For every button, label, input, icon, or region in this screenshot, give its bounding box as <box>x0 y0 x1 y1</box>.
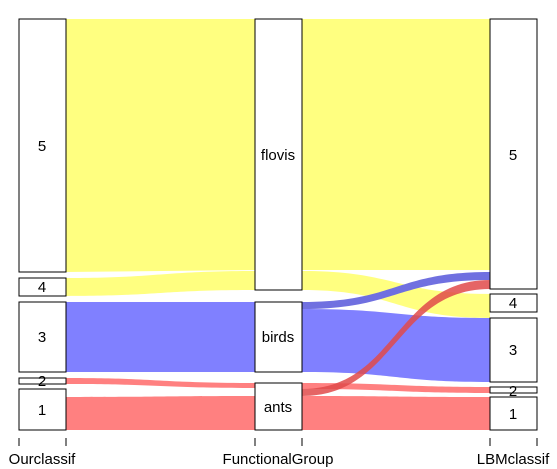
label-lbmclassif-4: 4 <box>509 295 517 312</box>
label-ourclassif-1: 1 <box>38 402 46 419</box>
flow-birds-to-lbm-3 <box>302 309 490 382</box>
axis-ticks <box>19 438 537 446</box>
flow-ourclassif-2-to-ants <box>66 378 255 388</box>
axis-name-lbmclassif: LBMclassif <box>477 451 550 468</box>
label-functionalgroup-ants: ants <box>264 399 292 416</box>
flow-ourclassif-1-to-ants <box>66 396 255 430</box>
label-functionalgroup-flovis: flovis <box>261 147 295 164</box>
label-lbmclassif-1: 1 <box>509 406 517 423</box>
flow-ants-to-lbm-1 <box>302 396 490 430</box>
label-functionalgroup-birds: birds <box>262 329 295 346</box>
axis-name-ourclassif: Ourclassif <box>9 451 77 468</box>
flow-ourclassif-5-to-flovis <box>66 19 255 272</box>
flow-flovis-to-lbm-5 <box>302 19 490 270</box>
label-lbmclassif-5: 5 <box>509 147 517 164</box>
label-ourclassif-5: 5 <box>38 138 46 155</box>
label-ourclassif-3: 3 <box>38 329 46 346</box>
axis-names: Ourclassif FunctionalGroup LBMclassif <box>9 451 550 468</box>
label-ourclassif-4: 4 <box>38 279 46 296</box>
flow-ourclassif-3-to-birds <box>66 302 255 372</box>
label-lbmclassif-2: 2 <box>509 383 517 400</box>
label-lbmclassif-3: 3 <box>509 342 517 359</box>
flow-ourclassif-4-to-flovis <box>66 271 255 296</box>
axis-name-functionalgroup: FunctionalGroup <box>223 451 334 468</box>
label-ourclassif-2: 2 <box>38 373 46 390</box>
